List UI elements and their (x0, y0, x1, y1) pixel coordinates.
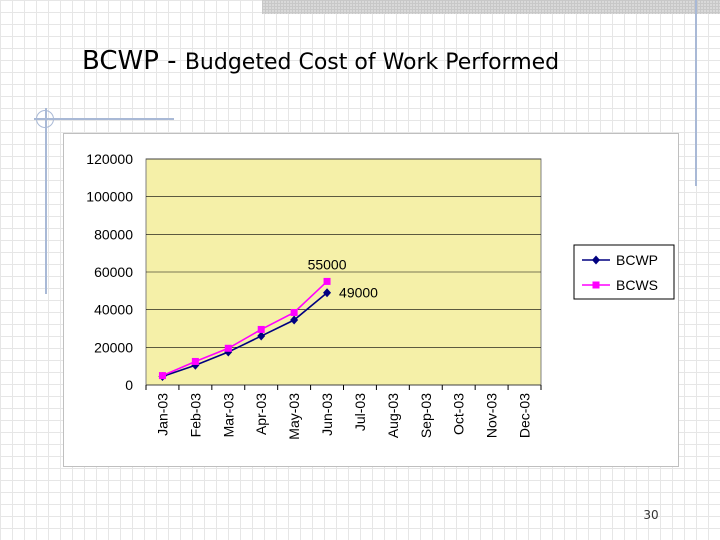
x-tick-label: Nov-03 (484, 393, 500, 438)
x-tick-label: Aug-03 (385, 393, 401, 438)
line-chart: 0 20000 40000 60000 80000 100000 120000 Jan-03 F… (86, 151, 675, 440)
x-tick-label: Mar-03 (220, 393, 236, 438)
data-point-bcws (323, 277, 331, 285)
x-tick-label: May-03 (286, 393, 302, 440)
y-tick-label: 20000 (94, 339, 133, 355)
x-tick-label: Dec-03 (517, 393, 533, 438)
x-tick-label: Jul-03 (352, 393, 368, 431)
series-line-bcwp (162, 292, 328, 378)
data-label: 49000 (339, 285, 378, 301)
data-point-bcwp (290, 315, 299, 325)
data-point-bcwp (257, 331, 266, 341)
decor-circle (36, 110, 54, 128)
legend-marker (592, 255, 600, 265)
data-point-bcws (290, 308, 298, 316)
x-tick-label: Oct-03 (451, 393, 467, 435)
legend-box (573, 244, 675, 300)
y-tick-label: 0 (125, 377, 133, 393)
y-tick-label: 60000 (94, 264, 133, 280)
chart-container: 0 20000 40000 60000 80000 100000 120000 Jan-03 F… (63, 133, 679, 467)
data-label: 55000 (308, 256, 347, 272)
series-line-bcws (162, 280, 328, 377)
slide-number: 30 (643, 508, 659, 522)
legend-label: BCWP (616, 252, 658, 268)
y-tick-label: 120000 (86, 151, 133, 167)
legend-marker (592, 281, 600, 289)
x-tick-label: Feb-03 (187, 393, 203, 438)
title-acronym: BCWP (82, 46, 159, 76)
data-point-bcws (224, 344, 232, 352)
title-separator: - (158, 46, 185, 76)
y-tick-label: 40000 (94, 302, 133, 318)
decor-vertical-line (45, 108, 47, 294)
right-decor-rule (695, 0, 697, 186)
x-tick-label: Jun-03 (319, 393, 335, 436)
data-point-bcws (191, 357, 199, 365)
x-tick-label: Jan-03 (154, 393, 170, 436)
title-rest: Budgeted Cost of Work Performed (184, 50, 560, 75)
y-tick-label: 100000 (86, 189, 133, 205)
slide-title: BCWP - Budgeted Cost of Work Performed (82, 46, 559, 76)
x-tick-label: Apr-03 (253, 393, 269, 435)
x-tick-label: Sep-03 (418, 393, 434, 438)
data-point-bcws (158, 372, 166, 380)
data-point-bcws (257, 325, 265, 333)
decor-horizontal-line (34, 118, 174, 120)
data-point-bcwp (323, 288, 332, 298)
top-decor-band (262, 0, 720, 14)
legend-label: BCWS (616, 277, 658, 293)
y-tick-label: 80000 (94, 226, 133, 242)
